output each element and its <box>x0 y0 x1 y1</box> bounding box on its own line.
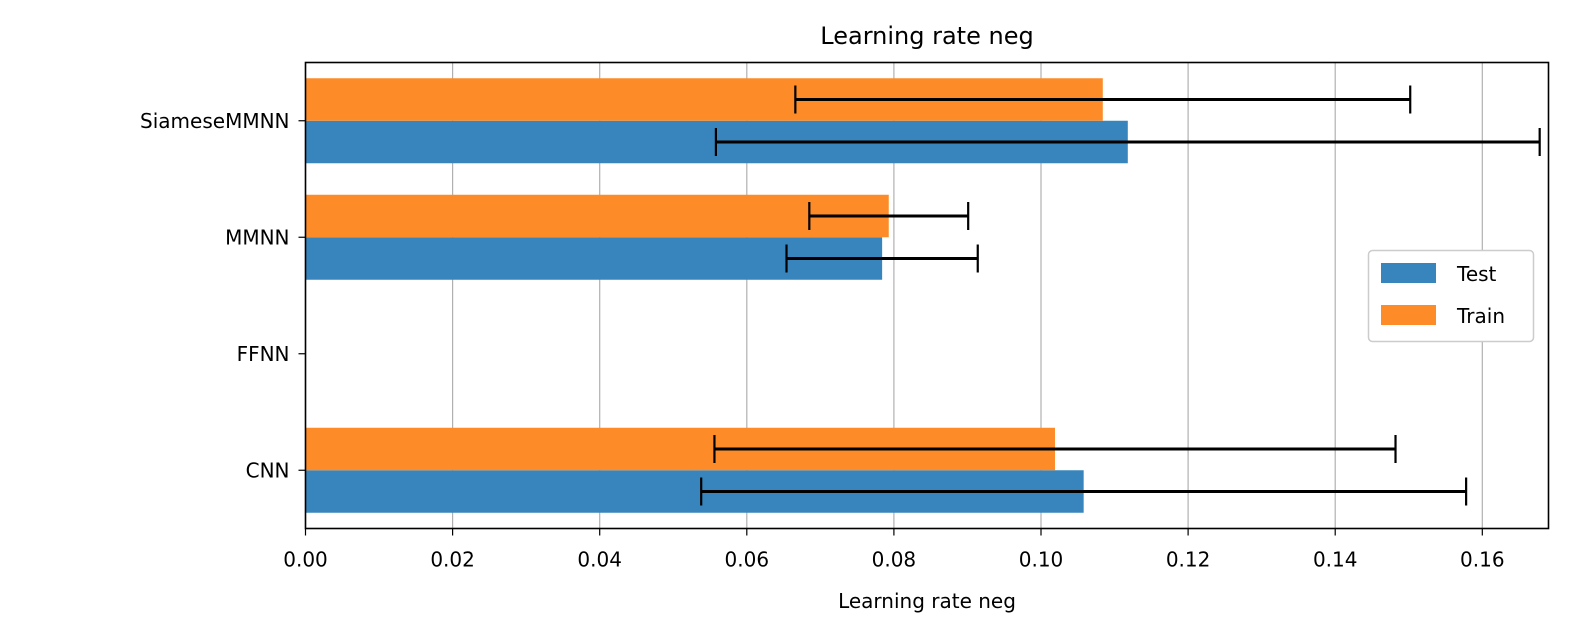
legend: Test Train <box>1367 249 1535 343</box>
chart-title: Learning rate neg <box>820 22 1033 50</box>
x-axis-label: Learning rate neg <box>838 589 1016 613</box>
y-tick-label: MMNN <box>225 225 289 249</box>
y-tick-label: SiameseMMNN <box>140 109 289 133</box>
x-tick-label: 0.14 <box>1313 548 1358 572</box>
bar-train <box>305 194 889 238</box>
x-tick-label: 0.04 <box>577 548 622 572</box>
legend-label-test: Test <box>1456 262 1497 286</box>
x-tick-label: 0.00 <box>283 548 328 572</box>
y-axis: CNN FFNN MMNN SiameseMMNN <box>140 109 306 482</box>
legend-label-train: Train <box>1456 304 1505 328</box>
error-bars <box>700 85 1541 506</box>
legend-swatch-train <box>1381 305 1436 325</box>
x-tick-label: 0.02 <box>430 548 475 572</box>
x-axis: 0.00 0.02 0.04 0.06 0.08 0.10 0.12 0.14 0.16 <box>283 528 1505 572</box>
plot-frame <box>304 61 1550 530</box>
legend-swatch-test <box>1381 263 1436 283</box>
x-tick-label: 0.06 <box>725 548 770 572</box>
x-tick-label: 0.16 <box>1460 548 1505 572</box>
y-tick-label: CNN <box>246 458 290 482</box>
x-tick-label: 0.10 <box>1019 548 1064 572</box>
x-tick-label: 0.12 <box>1166 548 1211 572</box>
x-tick-label: 0.08 <box>872 548 917 572</box>
y-tick-label: FFNN <box>237 342 290 366</box>
